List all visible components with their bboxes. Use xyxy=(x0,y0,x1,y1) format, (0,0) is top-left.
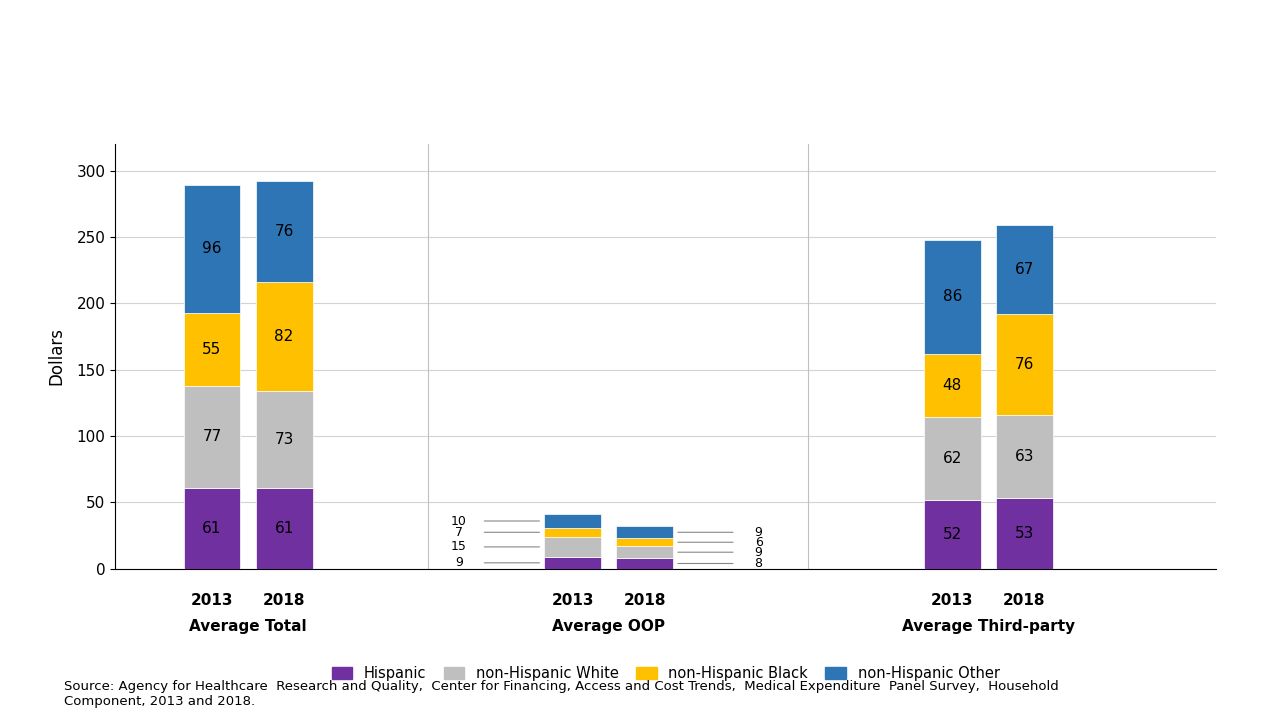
Bar xyxy=(544,537,602,557)
Text: 15: 15 xyxy=(451,541,467,554)
Text: Figure 2. Average total, out-of-pocket, and third-party  payer expense per fill: Figure 2. Average total, out-of-pocket, … xyxy=(122,31,1005,50)
Text: 8: 8 xyxy=(755,557,763,570)
Bar xyxy=(616,526,673,539)
Text: 6: 6 xyxy=(755,536,763,549)
Text: 10: 10 xyxy=(451,515,467,528)
Text: 61: 61 xyxy=(274,521,294,536)
Text: 9: 9 xyxy=(755,526,763,539)
Bar xyxy=(183,312,241,386)
Text: Average Third-party: Average Third-party xyxy=(901,619,1075,634)
Text: Average OOP: Average OOP xyxy=(552,619,666,634)
Text: 2013: 2013 xyxy=(931,593,973,608)
Bar xyxy=(544,514,602,528)
Text: Source: Agency for Healthcare  Research and Quality,  Center for Financing, Acce: Source: Agency for Healthcare Research a… xyxy=(64,680,1059,708)
Text: 76: 76 xyxy=(274,224,294,239)
Text: 67: 67 xyxy=(1015,262,1034,277)
Text: 52: 52 xyxy=(942,527,961,541)
Text: Average Total: Average Total xyxy=(189,619,307,634)
Bar xyxy=(183,185,241,312)
Bar xyxy=(544,557,602,569)
Text: 77: 77 xyxy=(202,429,221,444)
Bar xyxy=(924,418,980,500)
Text: 76: 76 xyxy=(1015,357,1034,372)
Bar xyxy=(256,488,312,569)
Text: 96: 96 xyxy=(202,241,221,256)
Text: 2018: 2018 xyxy=(262,593,306,608)
Text: 86: 86 xyxy=(942,289,961,304)
Bar xyxy=(924,500,980,569)
Text: 2018: 2018 xyxy=(1004,593,1046,608)
Text: 55: 55 xyxy=(202,341,221,356)
Text: 62: 62 xyxy=(942,451,961,466)
Bar xyxy=(996,498,1052,569)
Ellipse shape xyxy=(1165,0,1280,242)
Text: 73: 73 xyxy=(274,432,294,447)
Text: 2013: 2013 xyxy=(552,593,594,608)
Bar xyxy=(996,314,1052,415)
Text: 48: 48 xyxy=(942,378,961,393)
Text: 61: 61 xyxy=(202,521,221,536)
Text: 53: 53 xyxy=(1015,526,1034,541)
Text: 63: 63 xyxy=(1015,449,1034,464)
Bar xyxy=(924,354,980,418)
Y-axis label: Dollars: Dollars xyxy=(47,328,65,385)
Bar xyxy=(183,386,241,488)
Bar xyxy=(924,240,980,354)
Bar xyxy=(996,225,1052,314)
Text: 82: 82 xyxy=(274,329,293,344)
Text: 7: 7 xyxy=(454,526,463,539)
Bar xyxy=(256,181,312,282)
Bar xyxy=(616,558,673,569)
Bar xyxy=(256,391,312,488)
Bar xyxy=(996,415,1052,498)
Text: 2018: 2018 xyxy=(623,593,666,608)
Text: 2013: 2013 xyxy=(191,593,233,608)
Text: 9: 9 xyxy=(755,546,763,559)
Bar xyxy=(616,539,673,546)
Legend: Hispanic, non-Hispanic White, non-Hispanic Black, non-Hispanic Other: Hispanic, non-Hispanic White, non-Hispan… xyxy=(326,660,1005,687)
Bar xyxy=(183,488,241,569)
Bar xyxy=(544,528,602,537)
Text: 9: 9 xyxy=(454,557,462,570)
Text: for antidepressants, by race/ethnicity, 2013 & 2018: for antidepressants, by race/ethnicity, … xyxy=(269,86,858,105)
Bar xyxy=(256,282,312,391)
Bar xyxy=(616,546,673,558)
